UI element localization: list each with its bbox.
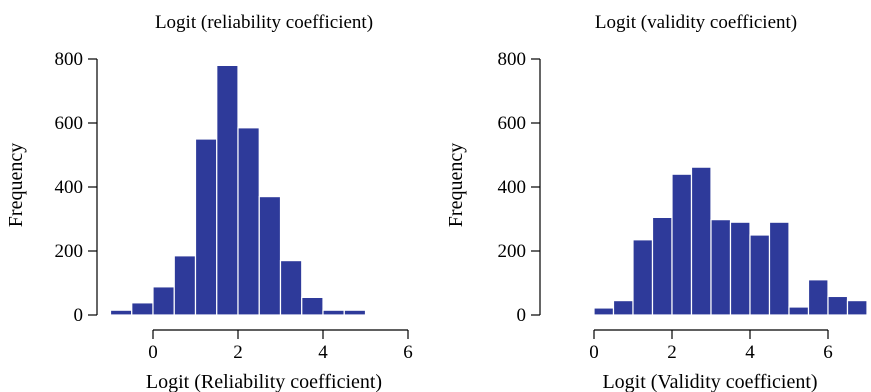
histogram-bar: [194, 138, 218, 316]
x-axis-label: Logit (Reliability coefficient): [146, 371, 382, 392]
bar-group: [109, 64, 409, 317]
y-axis-label: Frequency: [5, 143, 27, 227]
histogram-bar: [788, 306, 810, 316]
histogram-bar: [258, 196, 282, 316]
histogram-bar: [109, 309, 133, 316]
histogram-bar: [729, 221, 751, 316]
histogram-bar: [237, 127, 260, 316]
x-tick-label: 0: [589, 342, 599, 363]
histogram-bar: [364, 314, 388, 317]
histogram-bar: [768, 221, 790, 316]
x-tick-label: 6: [823, 342, 833, 363]
histogram-bar: [651, 216, 673, 316]
histogram-bar: [632, 239, 654, 316]
histogram-bar: [131, 302, 154, 316]
histogram-bar: [593, 307, 615, 316]
chart-title: Logit (validity coefficient): [595, 12, 797, 33]
histogram-bar: [749, 234, 771, 316]
y-tick-label: 0: [74, 305, 84, 326]
x-axis-label: Logit (Validity coefficient): [602, 371, 817, 392]
y-tick-label: 800: [498, 49, 527, 70]
y-tick-label: 600: [498, 113, 527, 134]
y-tick-label: 400: [498, 177, 527, 198]
x-tick-label: 2: [233, 342, 243, 363]
histogram-bar: [846, 300, 868, 316]
tick-labels: 0 200 400 600 800 0 2 4 6: [498, 49, 833, 363]
y-tick-label: 400: [55, 177, 84, 198]
axes: [88, 58, 409, 339]
x-tick-label: 0: [148, 342, 158, 363]
y-tick-label: 600: [55, 113, 84, 134]
histogram-bar: [710, 219, 732, 316]
chart-title: Logit (reliability coefficient): [155, 12, 373, 33]
histogram-bar: [173, 255, 197, 316]
bar-group: [573, 166, 868, 317]
histogram-bar: [386, 313, 409, 317]
histogram-bar: [612, 300, 634, 316]
histogram-bar: [671, 173, 693, 316]
reliability-histogram-panel: Logit (reliability coefficient) Frequenc…: [5, 12, 413, 392]
histogram-bar: [690, 166, 712, 316]
validity-histogram-panel: Logit (validity coefficient) Frequency L…: [445, 12, 868, 392]
tick-labels: 0 200 400 600 800 0 2 4 6: [55, 49, 413, 363]
histogram-bar: [152, 286, 175, 316]
axes: [531, 58, 829, 339]
y-tick-label: 200: [55, 241, 84, 262]
histogram-bar: [343, 309, 367, 316]
x-tick-label: 6: [403, 342, 413, 363]
histogram-bar: [573, 313, 595, 317]
x-tick-label: 4: [745, 342, 755, 363]
histogram-bar: [216, 64, 239, 316]
histogram-bar: [279, 260, 303, 316]
x-tick-label: 4: [318, 342, 328, 363]
y-axis-label: Frequency: [445, 143, 467, 227]
x-tick-label: 2: [667, 342, 677, 363]
histogram-bar: [322, 309, 345, 316]
histogram-bar: [807, 279, 829, 316]
y-tick-label: 800: [55, 49, 84, 70]
y-tick-label: 200: [498, 241, 527, 262]
y-tick-label: 0: [517, 305, 527, 326]
histogram-bar: [301, 296, 324, 316]
histogram-bar: [827, 295, 849, 316]
